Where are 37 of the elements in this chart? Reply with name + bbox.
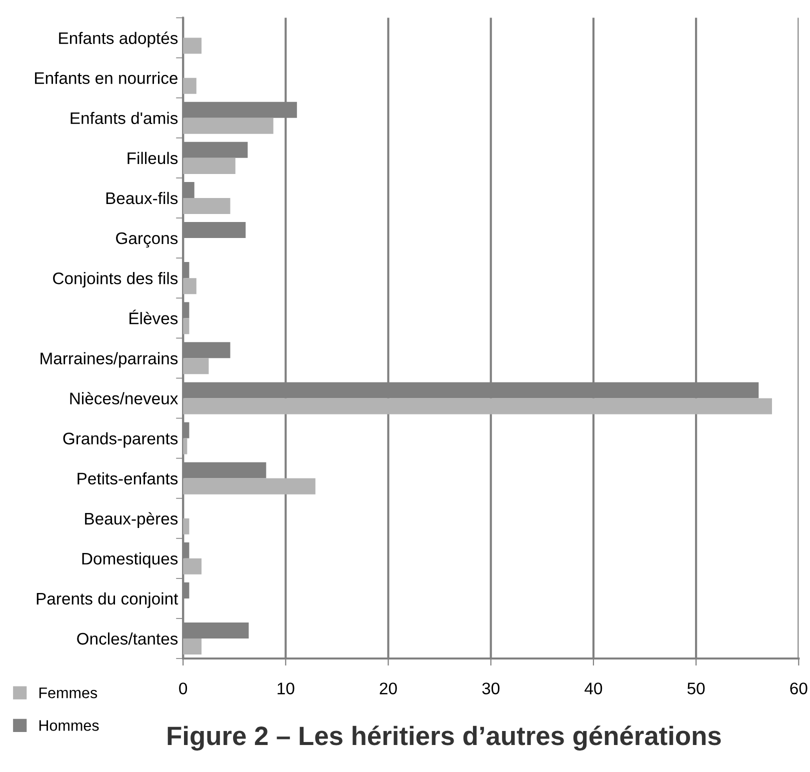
bar: [183, 78, 196, 94]
y-tick-label: Enfants en nourrice: [35, 72, 178, 84]
bar: [183, 198, 230, 214]
bar: [183, 278, 196, 294]
y-tick-label: Parents du conjoint: [36, 592, 178, 608]
x-tick-label: 60: [790, 682, 808, 694]
y-tick-label: Oncles/tantes: [77, 632, 178, 645]
y-tick-label: Marraines/parrains: [40, 352, 178, 368]
y-tick-label: Grands-parents: [63, 432, 178, 448]
y-tick-label: Enfants d'amis: [70, 112, 178, 124]
bar: [183, 558, 202, 574]
y-tick-label: Garçons: [116, 232, 178, 248]
y-tick-label: Filleuls: [128, 152, 178, 164]
y-tick-label: Élèves: [130, 310, 178, 324]
bar: [183, 398, 772, 414]
y-tick-label: Domestiques: [82, 552, 178, 568]
bar: [183, 158, 236, 174]
legend-label: Hommes: [39, 720, 99, 731]
y-tick-label: Petits-enfants: [78, 472, 178, 485]
bar: [183, 478, 316, 494]
y-tick-label: Beaux-pères: [85, 512, 178, 528]
legend-label: Femmes: [39, 688, 98, 698]
bar: [183, 358, 209, 374]
x-tick-label: 50: [687, 682, 705, 694]
bar: [183, 638, 202, 655]
x-tick-label: 40: [584, 682, 602, 694]
y-tick-label: Enfants adoptés: [59, 32, 178, 48]
x-tick-label: 10: [278, 682, 294, 694]
y-tick-label: Nièces/neveux: [70, 392, 178, 404]
bar: [183, 38, 202, 54]
bar: [183, 118, 274, 134]
text: Figure 2 – Les héritiers d’autres générations: [168, 726, 721, 751]
x-tick-label: 20: [380, 682, 397, 694]
x-tick-label: 30: [482, 682, 500, 694]
y-tick-label: Conjoints des fils: [53, 272, 178, 288]
x-tick-label: 0: [179, 682, 188, 694]
y-tick-label: Beaux-fils: [106, 192, 178, 204]
